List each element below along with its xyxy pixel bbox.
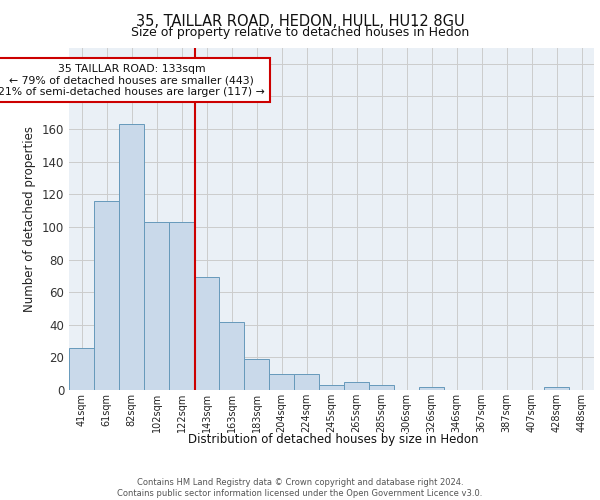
Bar bbox=[369, 385, 394, 390]
Bar bbox=[544, 386, 569, 390]
Text: Size of property relative to detached houses in Hedon: Size of property relative to detached ho… bbox=[131, 26, 469, 39]
Bar bbox=[269, 374, 294, 390]
Bar bbox=[419, 386, 444, 390]
Text: 35 TAILLAR ROAD: 133sqm
← 79% of detached houses are smaller (443)
21% of semi-d: 35 TAILLAR ROAD: 133sqm ← 79% of detache… bbox=[0, 64, 265, 97]
Bar bbox=[244, 359, 269, 390]
Bar bbox=[219, 322, 244, 390]
Bar bbox=[194, 278, 219, 390]
Text: 35, TAILLAR ROAD, HEDON, HULL, HU12 8GU: 35, TAILLAR ROAD, HEDON, HULL, HU12 8GU bbox=[136, 14, 464, 29]
Bar bbox=[94, 201, 119, 390]
Bar bbox=[344, 382, 369, 390]
Bar bbox=[144, 222, 169, 390]
Bar bbox=[169, 222, 194, 390]
Bar bbox=[319, 385, 344, 390]
Bar bbox=[119, 124, 144, 390]
Y-axis label: Number of detached properties: Number of detached properties bbox=[23, 126, 36, 312]
Bar bbox=[69, 348, 94, 390]
Bar bbox=[294, 374, 319, 390]
Text: Distribution of detached houses by size in Hedon: Distribution of detached houses by size … bbox=[188, 432, 478, 446]
Text: Contains HM Land Registry data © Crown copyright and database right 2024.
Contai: Contains HM Land Registry data © Crown c… bbox=[118, 478, 482, 498]
